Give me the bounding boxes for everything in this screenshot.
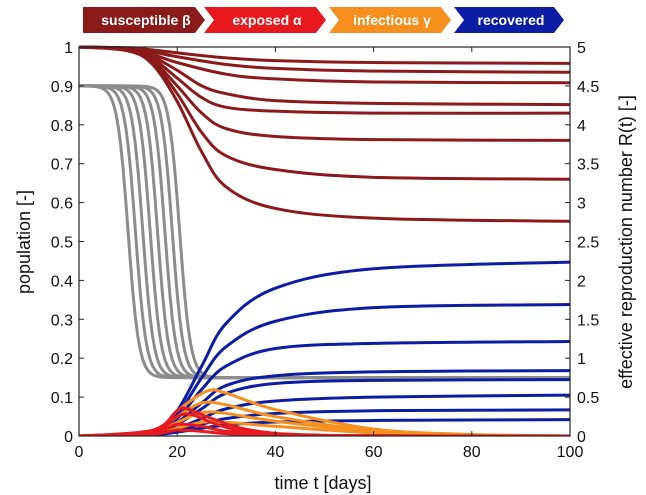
y-tick-label-left: 1: [64, 40, 73, 57]
plot-area: [79, 45, 570, 436]
x-axis-label: time t [days]: [274, 473, 371, 493]
legend-label-susceptible: susceptible β: [101, 12, 191, 28]
y-axis-label-left: population [-]: [14, 190, 34, 294]
y-tick-label-left: 0.7: [51, 157, 73, 174]
legend-chevron-recovered: [454, 7, 564, 33]
legend-label-exposed: exposed α: [232, 12, 302, 28]
legend-chevron-exposed: [204, 7, 326, 33]
y-axis-label-right: effective reproduction number R(t) [-]: [616, 95, 636, 389]
legend-chevron-infectious: [329, 7, 451, 33]
y-tick-label-left: 0: [64, 429, 73, 446]
series-reproduction-3: [79, 84, 570, 380]
y-tick-label-right: 0.5: [577, 390, 599, 407]
legend: susceptible β exposed α infectious γ recove…: [83, 7, 564, 33]
y-tick-label-right: 3: [577, 196, 586, 213]
series-susceptible-8: [79, 45, 570, 223]
y-tick-label-right: 2.5: [577, 235, 599, 252]
x-tick-label: 100: [557, 444, 584, 461]
y-tick-label-right: 1.5: [577, 312, 599, 329]
axes: 0 20 40 60 80 10000.10.20.30.40.50.60.70.80.9…: [51, 40, 600, 461]
y-tick-label-right: 2: [577, 273, 586, 290]
legend-label-recovered: recovered: [478, 12, 545, 28]
y-tick-label-left: 0.2: [51, 351, 73, 368]
x-tick-label: 0: [75, 444, 84, 461]
y-tick-label-left: 0.5: [51, 235, 73, 252]
x-tick-label: 60: [365, 444, 383, 461]
y-tick-label-left: 0.6: [51, 196, 73, 213]
x-tick-label: 20: [168, 444, 186, 461]
series-reproduction-8: [79, 84, 570, 380]
y-tick-label-left: 0.3: [51, 312, 73, 329]
y-tick-label-right: 3.5: [577, 157, 599, 174]
y-tick-label-left: 0.8: [51, 118, 73, 135]
legend-chevron-susceptible: [83, 7, 205, 33]
x-tick-label: 40: [267, 444, 285, 461]
y-tick-label-right: 4: [577, 118, 586, 135]
y-tick-label-right: 0: [577, 429, 586, 446]
series-exposed-1: [79, 428, 570, 436]
y-tick-label-right: 1: [577, 351, 586, 368]
y-tick-label-left: 0.9: [51, 79, 73, 96]
x-tick-label: 80: [463, 444, 481, 461]
series-exposed-2: [79, 422, 570, 436]
y-tick-label-right: 5: [577, 40, 586, 57]
y-tick-label-left: 0.1: [51, 390, 73, 407]
legend-label-infectious: infectious γ: [353, 12, 431, 28]
y-tick-label-right: 4.5: [577, 79, 599, 96]
y-tick-label-left: 0.4: [51, 273, 73, 290]
